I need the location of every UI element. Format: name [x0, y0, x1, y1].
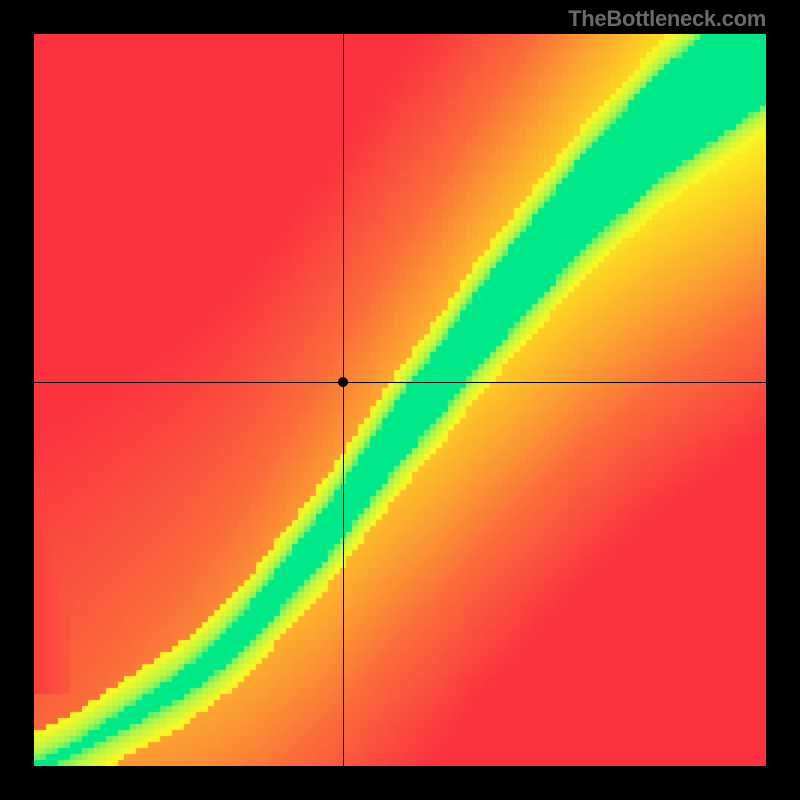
heatmap-plot	[34, 34, 766, 766]
watermark-text: TheBottleneck.com	[568, 6, 766, 32]
crosshair-marker	[338, 377, 348, 387]
heatmap-canvas	[34, 34, 766, 766]
crosshair-horizontal	[34, 382, 766, 383]
crosshair-vertical	[343, 34, 344, 766]
frame: TheBottleneck.com	[0, 0, 800, 800]
